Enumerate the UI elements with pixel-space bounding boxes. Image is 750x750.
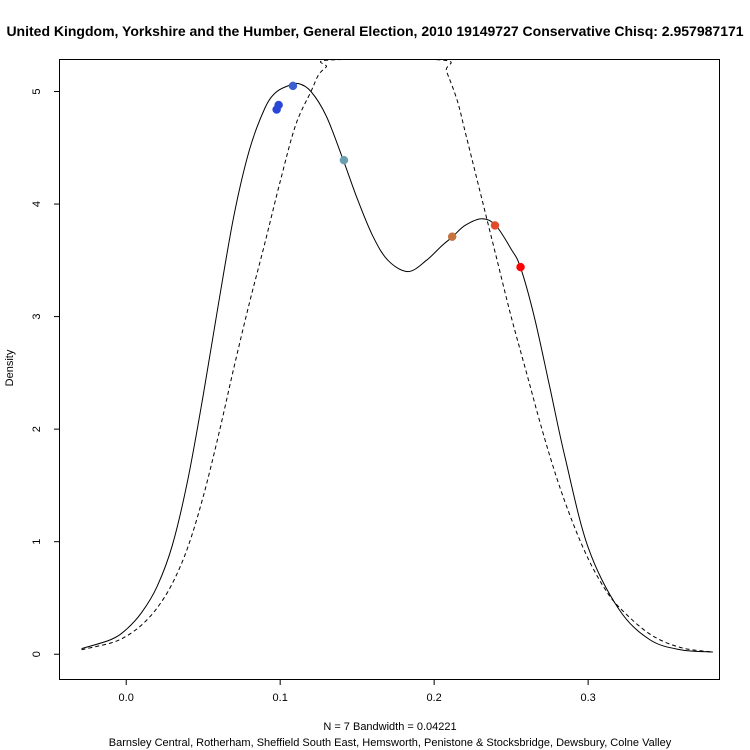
series-layer (81, 60, 713, 653)
data-point (490, 221, 500, 230)
chart-subtitle: Barnsley Central, Rotherham, Sheffield S… (109, 737, 672, 749)
x-tick-label: 0.1 (273, 692, 288, 704)
y-tick-label: 4 (31, 201, 43, 207)
y-axis-label: Density (4, 349, 16, 386)
data-point (516, 262, 525, 272)
data-point (339, 155, 349, 165)
plot-frame (59, 59, 720, 680)
x-tick-label: 0.3 (580, 692, 595, 704)
y-tick-label: 2 (31, 426, 43, 432)
y-tick-label: 1 (31, 539, 43, 545)
y-tick-label: 0 (31, 651, 43, 657)
y-tick-label: 5 (31, 88, 43, 94)
data-point (288, 81, 298, 91)
x-axis-label: N = 7 Bandwidth = 0.04221 (323, 721, 456, 733)
x-tick-label: 0.2 (427, 692, 442, 704)
points-layer (272, 81, 525, 272)
normal-curve-line (81, 60, 713, 653)
data-point (274, 100, 283, 110)
x-tick-label: 0.0 (119, 692, 134, 704)
density-curve-line (81, 82, 713, 653)
x-axis: 0.0 0.1 0.2 0.3 (119, 679, 596, 704)
y-tick-label: 3 (31, 314, 43, 320)
y-axis: 0 1 2 3 4 5 (31, 88, 60, 657)
chart-title: United Kingdom, Yorkshire and the Humber… (6, 23, 743, 39)
data-point (447, 232, 457, 241)
